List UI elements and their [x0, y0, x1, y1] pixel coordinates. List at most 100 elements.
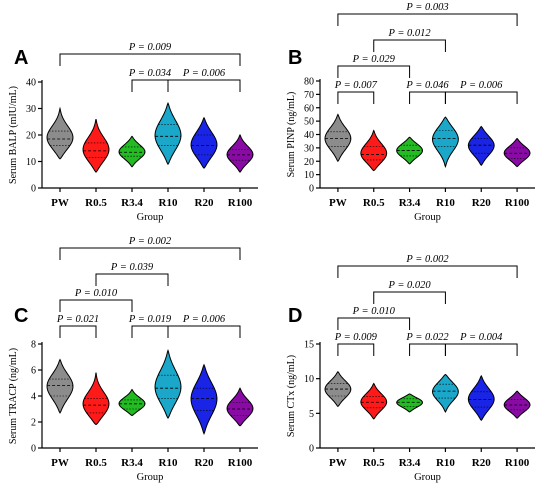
panel-D: D 0 5 10 15 Serum CTx (ng/mL) PW R0.5 R3.4 R10 R20…: [286, 254, 535, 483]
significance-bracket: [337, 343, 375, 356]
x-tick-label: PW: [329, 457, 347, 469]
p-value-label: P = 0.009: [128, 42, 172, 53]
y-tick-label: 80: [304, 77, 314, 88]
x-tick-label: R20: [472, 457, 491, 469]
x-axis-label: Group: [137, 212, 164, 223]
x-tick-label: R20: [472, 197, 491, 209]
p-value-label: P = 0.002: [405, 254, 449, 265]
p-value-label: P = 0.012: [387, 28, 431, 39]
x-tick-label: R0.5: [363, 197, 385, 209]
y-tick-label: 0: [309, 184, 314, 195]
p-value-label: P = 0.009: [334, 332, 378, 343]
y-tick-label: 20: [304, 157, 314, 168]
x-tick-label: R100: [228, 197, 253, 209]
y-tick-label: 0: [31, 444, 36, 455]
y-tick-label: 10: [304, 374, 314, 385]
y-tick-label: 6: [31, 366, 36, 377]
p-value-label: P = 0.002: [128, 236, 172, 247]
x-tick-label: PW: [329, 197, 347, 209]
x-tick-label: PW: [51, 457, 69, 469]
y-tick-label: 40: [26, 78, 36, 89]
panel-letter: C: [14, 305, 28, 327]
violin-PW: [46, 358, 74, 414]
p-value-label: P = 0.021: [56, 314, 99, 325]
y-tick-label: 8: [31, 340, 36, 351]
p-value-label: P = 0.004: [459, 332, 503, 343]
x-tick-label: R3.4: [121, 197, 143, 209]
x-tick-label: R0.5: [85, 197, 107, 209]
x-tick-label: R20: [195, 457, 214, 469]
y-tick-label: 30: [304, 143, 314, 154]
significance-bracket: [167, 325, 241, 338]
significance-bracket: [59, 299, 133, 312]
violin-R10: [154, 101, 182, 166]
x-tick-label: R10: [159, 457, 178, 469]
significance-bracket: [373, 291, 446, 304]
p-value-label: P = 0.003: [405, 2, 448, 13]
p-value-label: P = 0.006: [182, 314, 226, 325]
significance-bracket: [409, 343, 446, 356]
y-tick-label: 15: [304, 340, 314, 351]
p-value-label: P = 0.019: [128, 314, 172, 325]
panel-C: C 0 2 4 6 8 Serum TRACP (ng/mL) PW R0.5 R3.4 R10 R2…: [8, 236, 258, 483]
y-tick-label: 60: [304, 103, 314, 114]
x-tick-label: R100: [505, 197, 530, 209]
panel-letter: B: [288, 47, 302, 69]
x-tick-label: R20: [195, 197, 214, 209]
x-tick-label: R3.4: [399, 197, 421, 209]
y-axis-label: Serum CTx (ng/mL): [286, 355, 297, 437]
y-tick-label: 0: [309, 444, 314, 455]
x-tick-label: R100: [228, 457, 253, 469]
y-tick-label: 30: [26, 104, 36, 115]
significance-bracket: [59, 325, 97, 338]
significance-bracket: [337, 91, 375, 104]
y-tick-label: 10: [26, 157, 36, 168]
x-axis-label: Group: [137, 472, 164, 483]
y-tick-label: 70: [304, 90, 314, 101]
p-value-label: P = 0.022: [405, 332, 449, 343]
significance-bracket: [337, 317, 411, 330]
p-value-label: P = 0.046: [405, 80, 449, 91]
violin-PW: [324, 113, 352, 163]
p-value-label: P = 0.039: [110, 262, 154, 273]
significance-bracket: [337, 65, 411, 78]
significance-bracket: [131, 79, 169, 92]
p-value-label: P = 0.020: [387, 280, 431, 291]
panel-A: A 0 10 20 30 40 Serum BALP (mIU/mL) PW R0.5 R3.4 R…: [8, 42, 258, 223]
p-value-label: P = 0.029: [352, 54, 396, 65]
violin-R100: [226, 387, 254, 427]
p-value-label: P = 0.006: [459, 80, 503, 91]
y-tick-label: 10: [304, 170, 314, 181]
violin-R20: [467, 125, 495, 167]
violin-R0.5: [360, 382, 388, 420]
significance-bracket: [444, 343, 518, 356]
x-axis-label: Group: [414, 212, 441, 223]
violin-R100: [226, 134, 254, 173]
violin-R10: [432, 373, 459, 413]
y-axis-label: Serum TRACP (ng/mL): [8, 348, 19, 444]
panel-B: B 0 10 20 30 40 50 60 70 80 Serum PINP (ng/mL) PW R0…: [286, 2, 535, 223]
x-tick-label: R0.5: [85, 457, 107, 469]
p-value-label: P = 0.034: [128, 68, 172, 79]
x-axis-label: Group: [414, 472, 441, 483]
x-tick-label: R10: [159, 197, 178, 209]
y-tick-label: 2: [31, 418, 36, 429]
x-tick-label: PW: [51, 197, 69, 209]
significance-bracket: [337, 265, 518, 278]
x-tick-label: R3.4: [121, 457, 143, 469]
x-tick-label: R10: [436, 197, 455, 209]
violin-R3.4: [118, 388, 146, 417]
p-value-label: P = 0.006: [182, 68, 226, 79]
violin-R10: [432, 116, 459, 168]
y-tick-label: 0: [31, 184, 36, 195]
violin-R0.5: [82, 118, 110, 173]
significance-bracket: [167, 79, 241, 92]
significance-bracket: [131, 325, 169, 338]
significance-bracket: [59, 53, 241, 66]
violin-R100: [503, 137, 531, 168]
y-axis-label: Serum BALP (mIU/mL): [8, 86, 19, 184]
y-tick-label: 20: [26, 131, 36, 142]
violin-R20: [467, 374, 495, 422]
p-value-label: P = 0.010: [74, 288, 118, 299]
